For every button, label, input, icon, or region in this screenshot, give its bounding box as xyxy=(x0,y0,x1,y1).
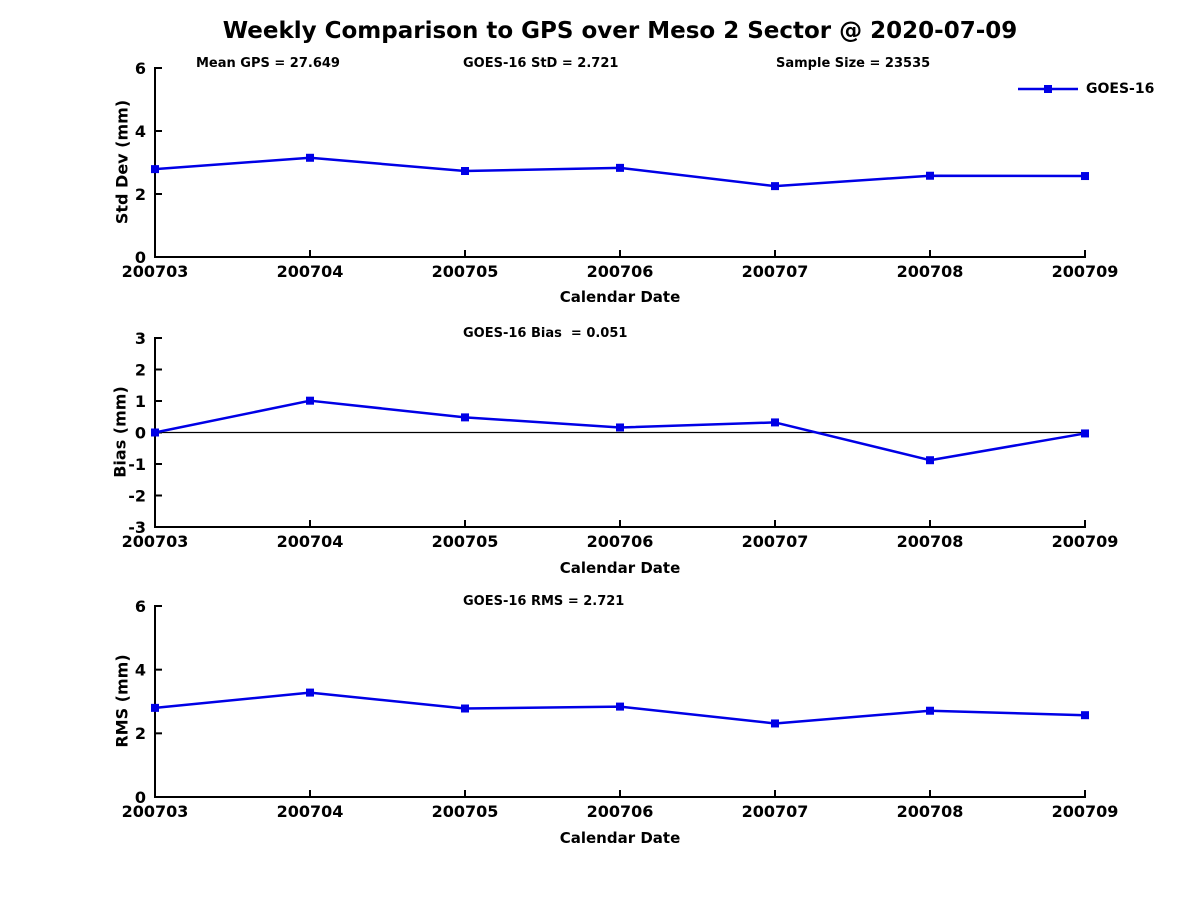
data-point-marker xyxy=(151,165,159,174)
x-tick-label: 200703 xyxy=(122,262,189,281)
x-tick-label: 200709 xyxy=(1052,532,1119,551)
data-point-marker xyxy=(461,413,469,422)
y-tick-label: 4 xyxy=(135,660,146,679)
data-point-marker xyxy=(1081,711,1089,720)
data-point-marker xyxy=(461,704,469,713)
subplot-2: -3 -2 -1 0 1 2 3 200703 200704 200705 200706 200707… xyxy=(122,329,1119,551)
y-tick-label: 3 xyxy=(135,329,146,348)
x-tick-label: 200709 xyxy=(1052,802,1119,821)
y-tick-label: 6 xyxy=(135,597,146,616)
y-tick-label: -1 xyxy=(128,455,146,474)
x-tick-label: 200706 xyxy=(587,532,654,551)
x-tick-label: 200705 xyxy=(432,262,499,281)
data-point-marker xyxy=(616,702,624,711)
data-point-marker xyxy=(771,719,779,728)
annotation-goes16-rms: GOES-16 RMS = 2.721 xyxy=(463,594,625,609)
data-point-marker xyxy=(616,163,624,172)
x-tick-label: 200706 xyxy=(587,262,654,281)
x-axis-label-1: Calendar Date xyxy=(559,288,681,306)
y-tick-label: 4 xyxy=(135,122,146,141)
x-tick-label: 200707 xyxy=(742,802,809,821)
y-tick-label: 2 xyxy=(135,360,146,379)
y-tick-label: 0 xyxy=(135,248,146,267)
data-point-marker xyxy=(1081,172,1089,181)
data-point-marker xyxy=(306,396,314,405)
x-tick-label: 200704 xyxy=(277,532,344,551)
data-point-marker xyxy=(461,167,469,176)
y-tick-label: 2 xyxy=(135,185,146,204)
data-line xyxy=(154,156,1086,188)
y-axis-label-bias: Bias (mm) xyxy=(110,386,130,478)
x-tick-label: 200708 xyxy=(897,532,964,551)
data-point-marker xyxy=(926,706,934,715)
y-tick-label: 6 xyxy=(135,59,146,78)
y-tick-label: 2 xyxy=(135,724,146,743)
data-point-marker xyxy=(151,703,159,712)
subplot-3: 0 2 4 6 200703 200704 200705 200706 200707 200708… xyxy=(122,597,1119,821)
annotation-goes16-bias: GOES-16 Bias = 0.051 xyxy=(463,326,628,341)
x-tick-label: 200707 xyxy=(742,532,809,551)
x-tick-label: 200706 xyxy=(587,802,654,821)
data-point-marker xyxy=(306,688,314,697)
data-point-marker xyxy=(306,153,314,162)
y-tick-label: 0 xyxy=(135,788,146,807)
legend: GOES-16 xyxy=(1017,81,1154,97)
data-point-marker xyxy=(771,418,779,427)
x-tick-label: 200705 xyxy=(432,532,499,551)
data-point-marker xyxy=(926,456,934,465)
y-axis-label-stddev: Std Dev (mm) xyxy=(112,99,132,225)
annotation-goes16-std: GOES-16 StD = 2.721 xyxy=(463,56,619,71)
figure-title: Weekly Comparison to GPS over Meso 2 Sec… xyxy=(222,18,1018,44)
data-point-marker xyxy=(616,423,624,432)
x-tick-label: 200704 xyxy=(277,802,344,821)
y-axis-label-rms: RMS (mm) xyxy=(112,654,132,748)
legend-label: GOES-16 xyxy=(1086,81,1155,97)
data-point-marker xyxy=(1081,429,1089,438)
x-axis-label-2: Calendar Date xyxy=(559,559,681,577)
x-tick-label: 200708 xyxy=(897,262,964,281)
x-tick-label: 200707 xyxy=(742,262,809,281)
x-tick-label: 200705 xyxy=(432,802,499,821)
x-tick-label: 200708 xyxy=(897,802,964,821)
data-point-marker xyxy=(771,182,779,191)
data-point-marker xyxy=(151,428,159,437)
y-tick-label: -2 xyxy=(128,486,146,505)
annotation-sample-size: Sample Size = 23535 xyxy=(776,56,931,71)
y-tick-label: 0 xyxy=(135,423,146,442)
y-tick-label: 1 xyxy=(135,392,146,411)
annotation-mean-gps: Mean GPS = 27.649 xyxy=(196,56,340,71)
x-tick-label: 200704 xyxy=(277,262,344,281)
x-tick-label: 200703 xyxy=(122,802,189,821)
axis-frame xyxy=(154,605,1086,798)
subplot-1: 0 2 4 6 200703 200704 200705 200706 200707 200708… xyxy=(122,59,1119,281)
data-point-marker xyxy=(926,171,934,180)
legend-line-marker-icon xyxy=(1018,85,1078,93)
y-tick-label: -3 xyxy=(128,518,146,537)
x-tick-label: 200703 xyxy=(122,532,189,551)
x-tick-label: 200709 xyxy=(1052,262,1119,281)
axis-frame xyxy=(154,67,1086,258)
x-axis-label-3: Calendar Date xyxy=(559,829,681,847)
